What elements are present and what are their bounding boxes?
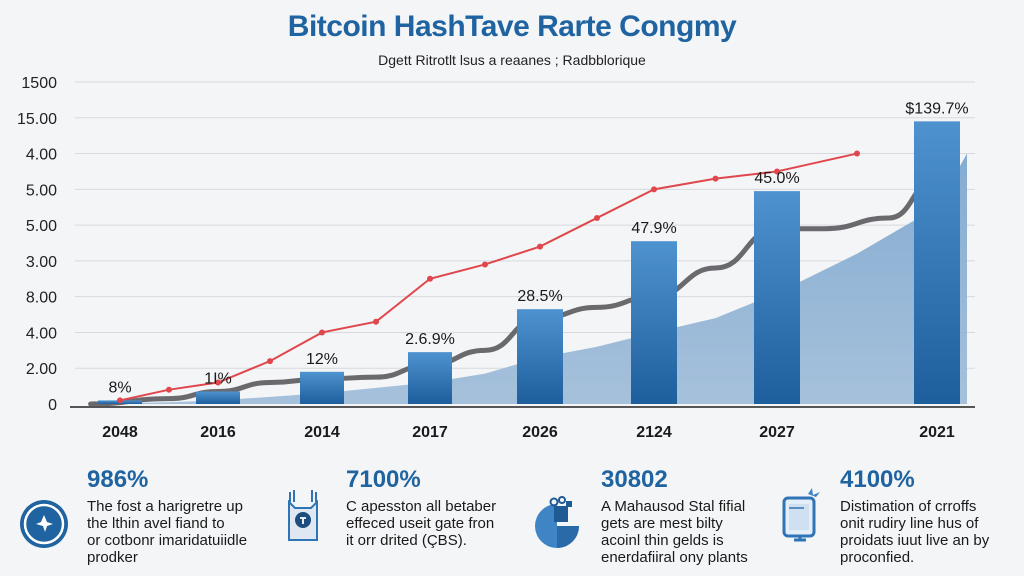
red-line-point <box>166 386 172 393</box>
red-line-point <box>373 318 379 325</box>
stat-description: The fost a harigretre up the lthin avel … <box>87 498 248 566</box>
chart: 0 2.00 4.00 8.00 3.00 5.00 5.00 4.00 15.00 1500 8… <box>17 75 975 441</box>
y-tick-label: 4.00 <box>26 325 57 342</box>
x-tick-label: 2017 <box>412 424 448 441</box>
stat-card-1: 986% The fost a harigretre up the lthin … <box>0 460 270 576</box>
stat-value: 30802 <box>601 466 668 493</box>
area-layer <box>90 153 968 404</box>
red-line-point <box>594 214 600 221</box>
bar <box>631 241 677 404</box>
x-tick-label: 2014 <box>304 424 340 441</box>
data-label: 28.5% <box>517 288 562 305</box>
x-tick-label: 2021 <box>919 424 955 441</box>
bar <box>914 121 960 404</box>
red-line-point <box>854 150 860 157</box>
red-trend-line <box>119 152 858 402</box>
bar <box>196 391 240 404</box>
stat-value: 4100% <box>840 466 915 493</box>
red-line-point <box>537 243 543 250</box>
data-label: 45.0% <box>754 170 799 187</box>
red-line-point <box>427 275 433 282</box>
red-line-point <box>651 186 657 193</box>
data-label: 8% <box>108 379 131 396</box>
red-line-point <box>482 261 488 268</box>
chart-title: Bitcoin HashTave Rarte Congmy <box>287 10 737 43</box>
stat-description: Distimation of crroffs onit rudiry line … <box>840 498 990 566</box>
bar <box>517 309 563 404</box>
red-line-point <box>774 168 780 175</box>
stats-row: 986% The fost a harigretre up the lthin … <box>0 460 1024 576</box>
x-tick-label: 2124 <box>636 424 672 441</box>
y-tick-label: 3.00 <box>26 254 57 271</box>
y-tick-label: 4.00 <box>26 147 57 164</box>
red-line-point <box>267 358 273 365</box>
red-line-layer <box>117 150 860 404</box>
y-tick-label: 15.00 <box>17 111 57 128</box>
stat-card-3: 30802 A Mahausod Stal fifial gets are me… <box>520 460 770 576</box>
stat-value: 7100% <box>346 466 421 493</box>
bar-layer <box>98 121 960 404</box>
bar <box>754 191 800 404</box>
data-label: 2.6.9% <box>405 331 455 348</box>
x-axis-ticks: 2048 2016 2014 2017 2026 2124 2027 2021 <box>102 424 955 441</box>
y-tick-label: 5.00 <box>26 182 57 199</box>
area-fill <box>90 153 968 404</box>
pie-factory-icon <box>535 496 579 548</box>
bar <box>300 371 344 404</box>
x-tick-label: 2027 <box>759 424 795 441</box>
stat-card-2: 7100% C apesston all betaber effeced use… <box>270 460 520 576</box>
x-tick-label: 2048 <box>102 424 138 441</box>
rocket-badge-icon <box>20 500 68 548</box>
data-label: $139.7% <box>905 100 968 117</box>
data-label: 1I% <box>204 370 232 387</box>
x-tick-label: 2026 <box>522 424 558 441</box>
y-tick-label: 8.00 <box>26 290 57 307</box>
red-line-point <box>712 175 719 182</box>
y-tick-label: 0 <box>48 397 57 414</box>
red-line-point <box>215 379 221 386</box>
y-tick-label: 2.00 <box>26 361 57 378</box>
red-line-point <box>319 329 325 336</box>
y-tick-label: 5.00 <box>26 218 57 235</box>
data-label: 12% <box>306 351 338 368</box>
red-line-point <box>117 397 123 404</box>
data-labels: 8% 1I% 12% 2.6.9% 28.5% 47.9% 45.0% $139.7% <box>108 100 968 396</box>
bar <box>408 352 452 404</box>
y-tick-label: 1500 <box>21 75 57 92</box>
stat-description: A Mahausod Stal fifial gets are mest bil… <box>601 498 748 566</box>
data-label: 47.9% <box>631 220 676 237</box>
stat-value: 986% <box>87 466 149 493</box>
monitor-icon <box>782 488 820 542</box>
x-tick-label: 2016 <box>200 424 236 441</box>
y-axis-ticks: 0 2.00 4.00 8.00 3.00 5.00 5.00 4.00 15.00 1500 <box>17 75 57 414</box>
stat-description: C apesston all betaber effeced useit gat… <box>346 498 497 549</box>
server-lock-icon <box>288 490 318 541</box>
stat-card-4: 4100% Distimation of crroffs onit rudiry… <box>770 460 1024 576</box>
chart-subtitle: Dgett Ritrotlt lsus a reaanes ; Radbblor… <box>378 52 646 68</box>
